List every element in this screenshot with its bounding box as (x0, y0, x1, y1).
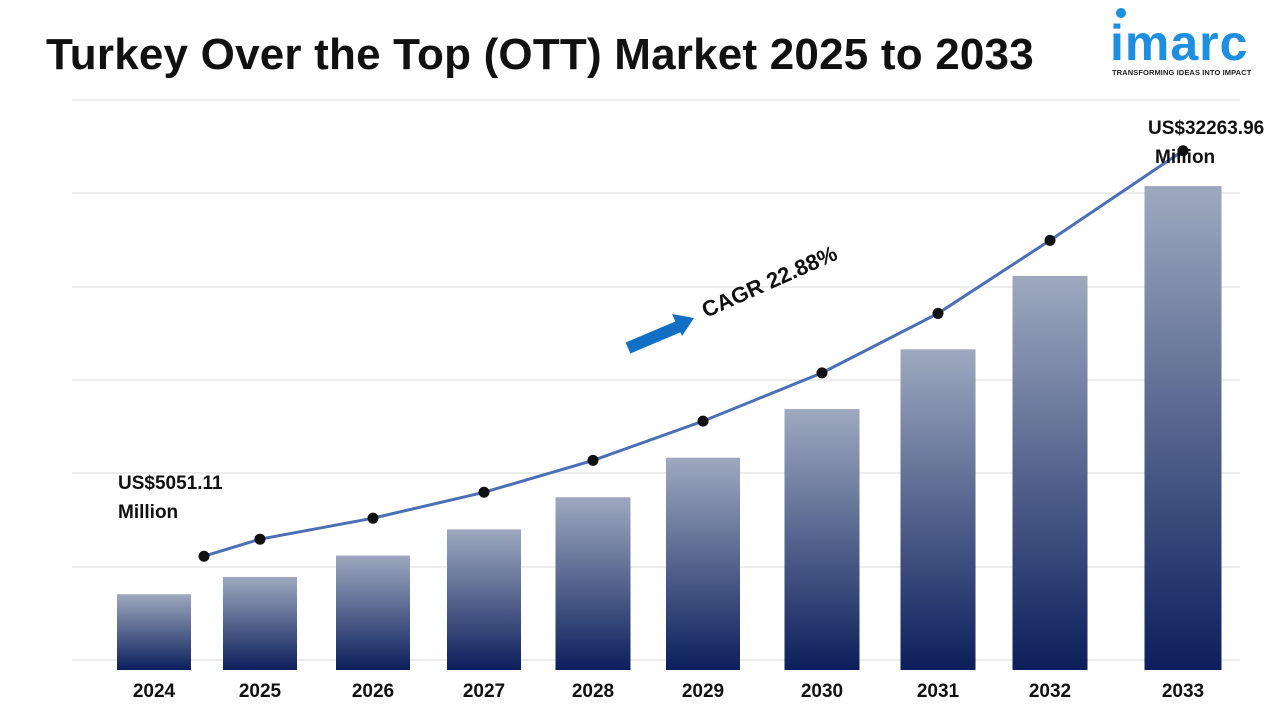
marker-2029 (697, 415, 709, 427)
marker-2028 (587, 454, 599, 466)
start-unit-label: Million (118, 502, 178, 523)
x-tick-2025: 2025 (239, 681, 282, 702)
trend-line (198, 145, 1189, 562)
bar-2033 (1144, 186, 1222, 671)
marker-2032 (1044, 234, 1056, 246)
start-value-label: US$5051.11 (118, 473, 223, 494)
bar-2027 (447, 529, 521, 670)
page-title: Turkey Over the Top (OTT) Market 2025 to… (46, 30, 1034, 79)
end-unit-label: Million (1155, 147, 1215, 168)
bar-2026 (336, 555, 410, 670)
x-tick-2026: 2026 (352, 681, 394, 702)
x-axis-ticks: 2024 2025 2026 2027 2028 2029 2030 2031 2032 2033 (133, 681, 1204, 702)
end-value-label: US$32263.96 (1148, 118, 1264, 139)
x-tick-2033: 2033 (1162, 681, 1204, 702)
x-tick-2030: 2030 (801, 681, 843, 702)
trend-polyline (203, 149, 1184, 558)
bar-2024 (117, 594, 191, 670)
bar-2031 (900, 349, 976, 670)
x-tick-2028: 2028 (572, 681, 614, 702)
x-tick-2024: 2024 (133, 681, 176, 702)
logo-word: imarc (1110, 15, 1249, 71)
marker-2025 (254, 533, 266, 545)
imarc-logo: imarc TRANSFORMING IDEAS INTO IMPACT (1108, 6, 1276, 80)
bar-2030 (784, 409, 860, 670)
cagr-label: CAGR 22.88% (698, 241, 841, 323)
marker-2024 (198, 550, 210, 562)
x-tick-2027: 2027 (463, 681, 505, 702)
cagr-arrow-head (672, 314, 694, 336)
bar-2029 (666, 457, 740, 670)
bar-2025 (223, 576, 297, 670)
x-tick-2031: 2031 (917, 681, 960, 702)
bar-2028 (555, 497, 631, 670)
logo-tagline: TRANSFORMING IDEAS INTO IMPACT (1112, 68, 1252, 77)
x-tick-2029: 2029 (682, 681, 724, 702)
bars (117, 186, 1222, 671)
marker-2027 (478, 486, 490, 498)
x-tick-2032: 2032 (1029, 681, 1071, 702)
cagr-arrow-shaft (625, 320, 683, 354)
marker-2031 (932, 307, 944, 319)
logo-dot-icon (1116, 8, 1126, 18)
cagr-arrow-icon (625, 314, 694, 354)
marker-2033 (1177, 145, 1189, 157)
bar-2032 (1012, 275, 1088, 670)
marker-2030 (816, 367, 828, 379)
marker-2026 (367, 512, 379, 524)
